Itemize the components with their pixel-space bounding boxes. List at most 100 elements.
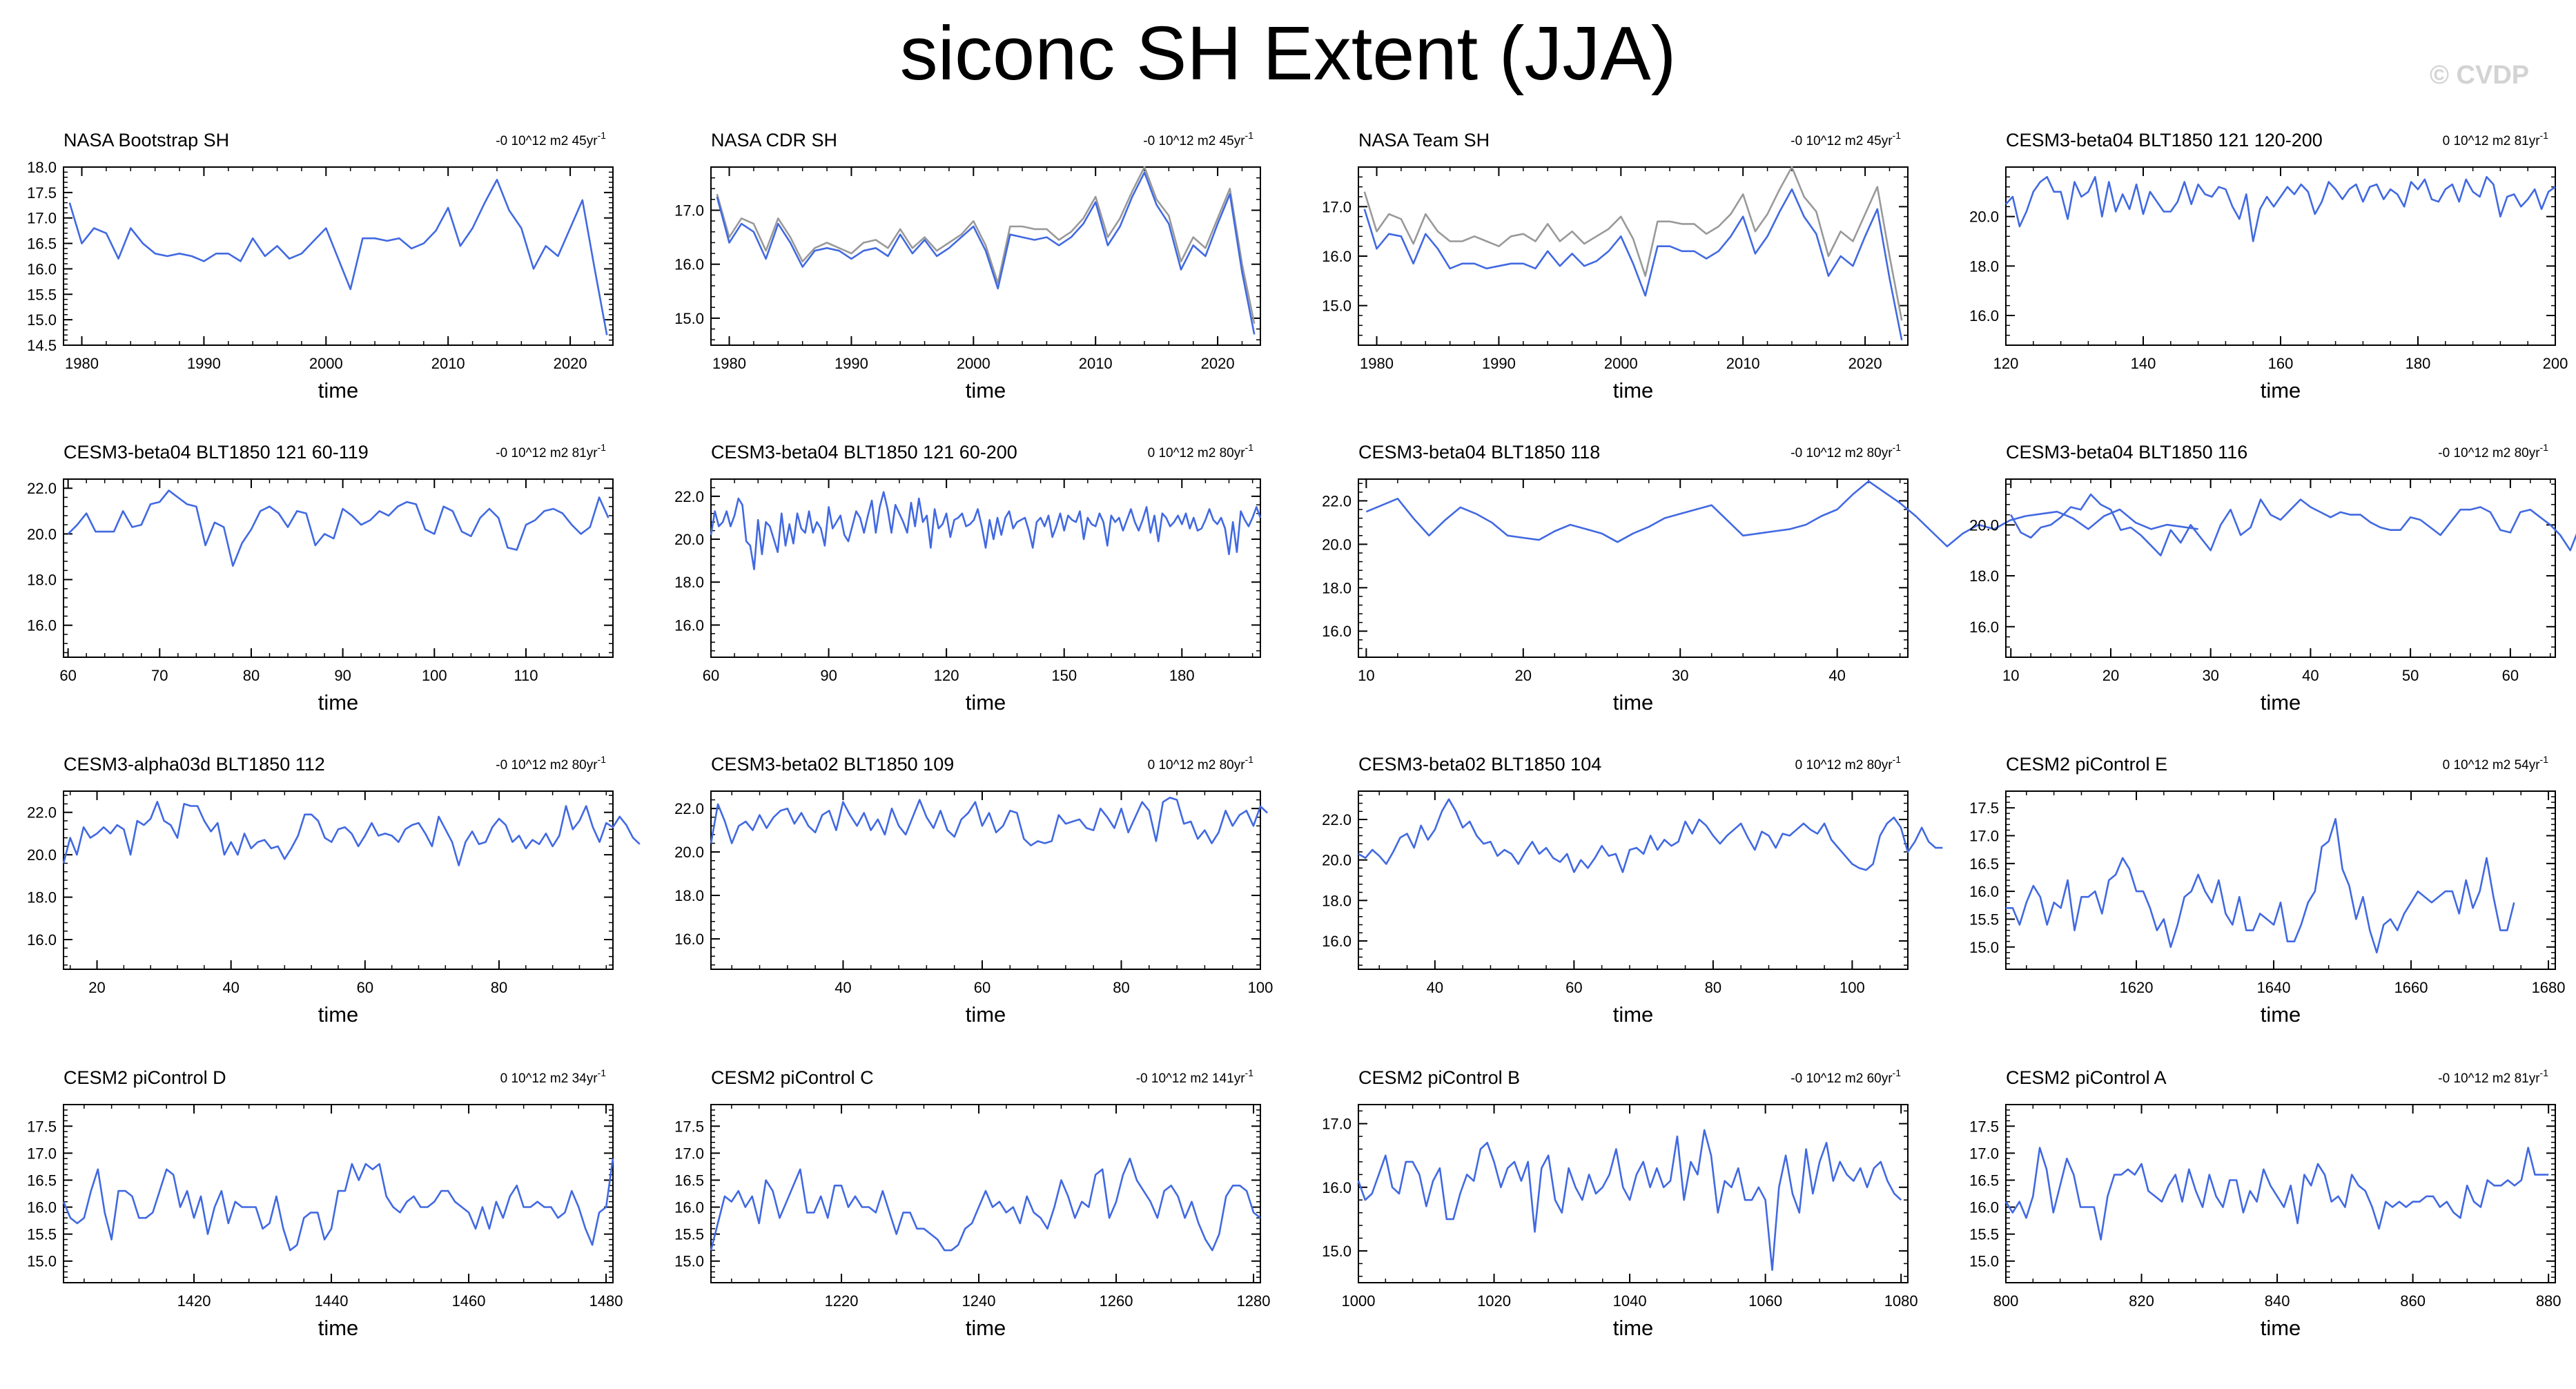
x-tick-label: 800 bbox=[1993, 1292, 2019, 1310]
x-tick-label: 80 bbox=[243, 667, 260, 684]
y-tick-label: 20.0 bbox=[1322, 536, 1352, 553]
x-tick-label: 160 bbox=[2268, 355, 2294, 372]
x-tick-label: 2000 bbox=[309, 355, 343, 372]
x-tick-label: 180 bbox=[1169, 667, 1195, 684]
x-tick-label: 120 bbox=[1993, 355, 2019, 372]
plot-frame bbox=[710, 1104, 1261, 1283]
x-tick-label: 80 bbox=[1705, 979, 1721, 996]
panel-title: CESM2 piControl B bbox=[1358, 1067, 1520, 1088]
y-tick-label: 16.0 bbox=[674, 1199, 704, 1216]
panel-title: CESM2 piControl D bbox=[64, 1067, 226, 1088]
x-tick-label: 60 bbox=[974, 979, 991, 996]
x-tick-label: 2010 bbox=[431, 355, 465, 372]
y-tick-label: 22.0 bbox=[27, 480, 57, 497]
y-tick-label: 15.0 bbox=[27, 1253, 57, 1270]
x-tick-label: 1060 bbox=[1748, 1292, 1782, 1310]
y-tick-label: 18.0 bbox=[27, 572, 57, 589]
y-tick-label: 16.5 bbox=[1969, 1172, 1999, 1189]
plot-frame bbox=[2005, 478, 2556, 658]
x-tick-label: 120 bbox=[934, 667, 959, 684]
y-tick-label: 18.0 bbox=[674, 887, 704, 904]
panel-title: CESM3-beta02 BLT1850 104 bbox=[1358, 754, 1601, 775]
x-axis-label: time bbox=[318, 378, 359, 402]
x-tick-label: 1220 bbox=[825, 1292, 859, 1310]
x-tick-label: 40 bbox=[1427, 979, 1443, 996]
y-tick-label: 17.0 bbox=[674, 202, 704, 220]
y-tick-label: 22.0 bbox=[674, 488, 704, 505]
x-axis-label: time bbox=[966, 1316, 1006, 1340]
y-tick-label: 20.0 bbox=[27, 525, 57, 543]
x-tick-label: 1000 bbox=[1342, 1292, 1376, 1310]
plot-frame bbox=[710, 166, 1261, 346]
panel-title: CESM3-beta04 BLT1850 116 bbox=[2006, 442, 2247, 463]
x-tick-label: 2010 bbox=[1726, 355, 1760, 372]
x-tick-label: 1240 bbox=[962, 1292, 996, 1310]
panel-title: NASA Bootstrap SH bbox=[64, 130, 229, 150]
y-tick-label: 16.5 bbox=[674, 1172, 704, 1189]
series-line bbox=[716, 171, 1256, 335]
y-tick-label: 16.0 bbox=[27, 1199, 57, 1216]
panel-title: CESM3-beta04 BLT1850 121 60-119 bbox=[64, 442, 369, 463]
y-tick-label: 22.0 bbox=[674, 800, 704, 817]
y-tick-label: 15.5 bbox=[27, 286, 57, 303]
x-tick-label: 1440 bbox=[315, 1292, 349, 1310]
x-axis-label: time bbox=[966, 690, 1006, 715]
panel-title: CESM2 piControl E bbox=[2006, 754, 2167, 775]
series-line bbox=[1365, 480, 2198, 547]
x-tick-label: 2000 bbox=[957, 355, 991, 372]
x-tick-label: 90 bbox=[820, 667, 837, 684]
x-axis-label: time bbox=[318, 1316, 359, 1340]
y-tick-label: 15.5 bbox=[674, 1226, 704, 1243]
x-tick-label: 50 bbox=[2402, 667, 2419, 684]
y-tick-label: 18.0 bbox=[1969, 567, 1999, 585]
x-tick-label: 2020 bbox=[554, 355, 587, 372]
x-tick-label: 1620 bbox=[2120, 979, 2154, 996]
x-tick-label: 40 bbox=[1828, 667, 1845, 684]
y-tick-label: 17.5 bbox=[27, 184, 57, 202]
y-tick-label: 16.0 bbox=[27, 617, 57, 634]
panel-title: CESM3-beta04 BLT1850 121 120-200 bbox=[2006, 130, 2323, 150]
x-axis-label: time bbox=[2261, 1002, 2301, 1027]
y-tick-label: 17.0 bbox=[1969, 828, 1999, 845]
x-tick-label: 840 bbox=[2265, 1292, 2290, 1310]
series-line bbox=[1357, 1129, 1902, 1271]
x-tick-label: 60 bbox=[703, 667, 719, 684]
x-axis-label: time bbox=[1613, 1002, 1654, 1027]
x-tick-label: 2010 bbox=[1079, 355, 1113, 372]
plot-frame bbox=[1358, 1104, 1909, 1283]
x-tick-label: 60 bbox=[2502, 667, 2519, 684]
x-tick-label: 1420 bbox=[177, 1292, 211, 1310]
y-tick-label: 16.0 bbox=[674, 931, 704, 948]
y-tick-label: 18.0 bbox=[1322, 892, 1352, 909]
x-tick-label: 20 bbox=[1515, 667, 1532, 684]
x-tick-label: 1640 bbox=[2257, 979, 2291, 996]
plot-frame bbox=[2005, 1104, 2556, 1283]
x-tick-label: 820 bbox=[2129, 1292, 2154, 1310]
y-tick-label: 16.0 bbox=[1969, 883, 1999, 900]
y-tick-label: 16.0 bbox=[1322, 248, 1352, 265]
series-line bbox=[62, 1158, 614, 1252]
series-line bbox=[1363, 188, 1903, 341]
x-tick-label: 1980 bbox=[65, 355, 99, 372]
watermark: © CVDP bbox=[2430, 61, 2530, 90]
y-tick-label: 22.0 bbox=[27, 804, 57, 822]
y-tick-label: 20.0 bbox=[1969, 208, 1999, 226]
y-tick-label: 18.0 bbox=[27, 159, 57, 176]
x-tick-label: 40 bbox=[222, 979, 239, 996]
y-tick-label: 16.0 bbox=[674, 256, 704, 273]
y-tick-label: 20.0 bbox=[1322, 852, 1352, 869]
y-tick-label: 16.0 bbox=[1969, 307, 1999, 324]
y-tick-label: 15.0 bbox=[674, 1253, 704, 1270]
x-tick-label: 1460 bbox=[452, 1292, 486, 1310]
panel-title: NASA CDR SH bbox=[711, 130, 837, 150]
trend-label: -0 10^12 m2 81yr-1 bbox=[2438, 1067, 2548, 1086]
